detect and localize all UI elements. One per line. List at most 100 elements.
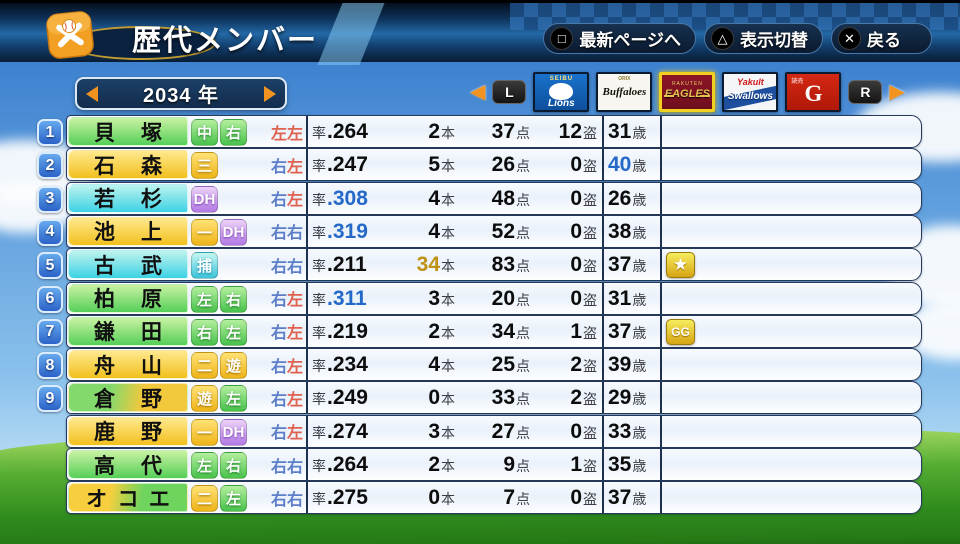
year-next-icon[interactable]	[264, 85, 276, 102]
r-shoulder-key[interactable]: R	[848, 80, 883, 104]
avg-value: .234	[327, 353, 368, 377]
avg-value: .249	[327, 386, 368, 410]
column-divider	[306, 449, 308, 480]
hand-left-char: 左	[286, 391, 303, 409]
rbi-cell-unit: 点	[516, 224, 530, 241]
team-next-icon[interactable]: ▶	[889, 81, 905, 103]
stolen-base-cell-value: 12	[558, 120, 582, 143]
home-run-cell-value: 0	[428, 486, 440, 510]
player-name: 鎌田	[68, 316, 188, 346]
avg-unit-label: 率	[312, 258, 326, 275]
player-name: 舟山	[68, 350, 188, 380]
player-row[interactable]: 9 倉野遊左右左率 .249 0 本 33 点 2 盗 29 歳	[37, 381, 922, 415]
player-row[interactable]: 高代左右右右率 .264 2 本 9 点 1 盗 35 歳	[66, 448, 922, 481]
player-name: オコエ	[68, 483, 188, 513]
home-run-cell-value: 4	[428, 186, 440, 210]
age-cell-value: 40	[608, 153, 632, 177]
avg-value: .247	[327, 153, 368, 177]
throw-bat-hand: 右左	[245, 183, 303, 214]
avg-value: .274	[327, 419, 368, 443]
rbi-cell-value: 20	[491, 286, 515, 310]
name-char: 代	[141, 454, 162, 478]
player-row[interactable]: オコエ二左右右率 .275 0 本 7 点 0 盗 37 歳	[66, 481, 922, 515]
position-badge: 二	[191, 352, 218, 380]
home-run-cell-unit: 本	[441, 191, 455, 208]
lions-wordmark: Lions	[548, 98, 575, 109]
player-row[interactable]: 3 若杉 DH 右左率 .308 4 本 48 点 0 盗 26 歳	[37, 181, 922, 215]
rbi-cell: 83 点	[460, 249, 530, 280]
throw-bat-hand: 右左	[245, 283, 303, 314]
name-char: 倉	[94, 387, 115, 411]
swallows-wordmark: Swallows	[727, 91, 773, 102]
hand-right-char: 右	[270, 325, 287, 343]
stolen-base-cell: 12 盗	[535, 116, 597, 147]
toggle-view-button[interactable]: △ 表示切替	[704, 23, 823, 54]
batting-average-cell: 率 .264	[312, 116, 396, 147]
hand-left-char: 左	[286, 125, 303, 143]
player-row[interactable]: 8 舟山二遊右左率 .234 4 本 25 点 2 盗 39 歳	[37, 348, 922, 382]
team-logo-swallows[interactable]: Yakult Swallows	[722, 72, 779, 112]
rbi-cell: 52 点	[460, 216, 530, 247]
player-row[interactable]: 4 池上一 DH 右右率 .319 4 本 52 点 0 盗 38 歳	[37, 214, 922, 248]
latest-page-button[interactable]: □ 最新ページへ	[543, 23, 696, 54]
position-badge: DH	[191, 185, 218, 213]
player-row[interactable]: 7 鎌田右左右左率 .219 2 本 34 点 1 盗 37 歳 GG	[37, 314, 922, 348]
column-divider	[602, 116, 604, 147]
home-run-cell-unit: 本	[441, 125, 455, 141]
age-cell-value: 37	[608, 486, 632, 510]
team-logo-buffaloes[interactable]: ORIX Buffaloes	[596, 72, 653, 112]
player-name: 倉野	[68, 383, 188, 413]
name-char: 石	[94, 154, 115, 178]
home-run-cell-unit: 本	[441, 391, 455, 408]
player-row[interactable]: 1 貝塚中右左左率 .264 2 本 37 点 12 盗 31 歳	[37, 115, 922, 148]
stolen-base-cell-unit: 盗	[583, 158, 597, 175]
player-row[interactable]: 5 古武捕右右率 .211 34 本 83 点 0 盗 37 歳 ★	[37, 248, 922, 282]
avg-unit-label: 率	[312, 358, 326, 375]
rbi-cell: 27 点	[460, 416, 530, 447]
rbi-cell-value: 37	[491, 120, 515, 143]
rbi-cell: 25 点	[460, 349, 530, 380]
avg-value: .275	[327, 486, 368, 510]
avg-unit-label: 率	[312, 424, 326, 441]
position-badge: 右	[191, 318, 218, 346]
position-badge: 左	[191, 452, 218, 479]
rbi-cell-unit: 点	[516, 125, 530, 141]
column-divider	[306, 182, 308, 214]
batting-average-cell: 率 .247	[312, 149, 396, 180]
back-button[interactable]: ✕ 戻る	[831, 23, 932, 54]
column-divider	[306, 249, 308, 281]
team-prev-icon[interactable]: ◀	[470, 81, 486, 103]
batting-average-cell: 率 .211	[312, 249, 396, 280]
team-logo-lions[interactable]: SEIBU Lions	[533, 72, 590, 112]
avg-unit-label: 率	[312, 158, 326, 175]
position-badge: 左	[220, 485, 247, 513]
l-shoulder-key[interactable]: L	[492, 80, 527, 104]
batting-average-cell: 率 .311	[312, 283, 396, 314]
stolen-base-cell-unit: 盗	[583, 358, 597, 375]
player-name: 高代	[68, 450, 188, 479]
throw-bat-hand: 右右	[245, 249, 303, 280]
batting-average-cell: 率 .275	[312, 482, 396, 513]
stolen-base-cell-value: 0	[570, 286, 582, 310]
year-selector[interactable]: 2034 年	[75, 77, 287, 110]
home-run-cell-unit: 本	[441, 158, 455, 175]
age-cell-value: 37	[608, 253, 632, 277]
rbi-cell: 26 点	[460, 149, 530, 180]
player-row[interactable]: 6 柏原左右右左率 .311 3 本 20 点 0 盗 31 歳	[37, 281, 922, 315]
player-row[interactable]: 2 石森三右左率 .247 5 本 26 点 0 盗 40 歳	[37, 148, 922, 182]
team-logo-giants[interactable]: 読売 G	[785, 72, 842, 112]
hand-left-char: 左	[286, 425, 303, 443]
home-run-cell-unit: 本	[441, 358, 455, 375]
player-row[interactable]: 鹿野一 DH 右左率 .274 3 本 27 点 0 盗 33 歳	[66, 414, 922, 448]
name-char: 鹿	[94, 421, 115, 445]
rbi-cell-value: 7	[503, 486, 515, 510]
team-logo-eagles-selected[interactable]: RAKUTEN EAGLES	[659, 72, 716, 112]
avg-unit-label: 率	[312, 224, 326, 241]
rbi-cell: 34 点	[460, 316, 530, 347]
year-prev-icon[interactable]	[86, 85, 98, 102]
hand-right-char: 右	[270, 425, 287, 443]
age-cell-unit: 歳	[632, 125, 647, 141]
